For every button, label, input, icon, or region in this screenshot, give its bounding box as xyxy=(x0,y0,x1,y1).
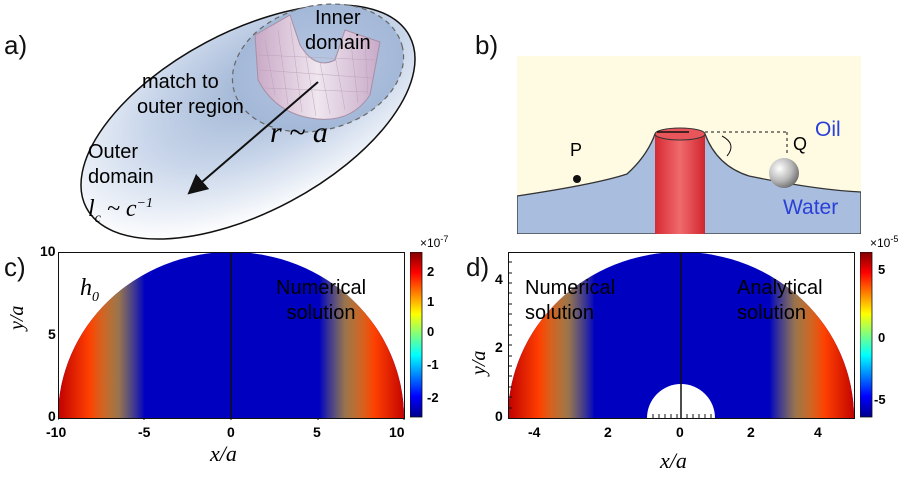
panel-c-numerical: Numerical solution xyxy=(276,277,367,324)
panel-c-xtick-2: -5 xyxy=(138,424,151,440)
label-p: P xyxy=(570,140,583,160)
panel-c-ytick-0: 0 xyxy=(48,408,56,424)
panel-c-ylabel: y/a xyxy=(6,305,28,330)
panel-d-cbtick-2: 0 xyxy=(878,330,886,345)
panel-c-xtick-3: 0 xyxy=(227,424,235,440)
label-oil: Oil xyxy=(815,118,841,141)
cylinder xyxy=(655,134,705,234)
panel-d-ylabel: y/a xyxy=(468,350,490,375)
panel-a-diagram xyxy=(80,3,416,240)
panel-b-label: b) xyxy=(475,30,499,60)
panel-c-xtick-1: -10 xyxy=(46,424,67,440)
panel-d-plot xyxy=(508,252,855,419)
panel-c-ytick-10: 10 xyxy=(40,243,56,259)
panel-c-plot xyxy=(58,252,405,420)
panel-d-xlabel: x/a xyxy=(660,448,687,473)
label-q: Q xyxy=(793,134,808,154)
panel-c-cbtick-1: 2 xyxy=(427,264,435,279)
panel-c-cbtick-2: 1 xyxy=(427,294,435,309)
panel-c-colorbar-exp: ×10-7 xyxy=(420,234,449,250)
panel-d-xtick-2: 2 xyxy=(604,424,612,440)
panel-c-label: c) xyxy=(4,252,26,282)
panel-d-ytick-0: 0 xyxy=(495,408,503,424)
panel-d-ytick-2: 2 xyxy=(495,339,503,355)
r-sim-a: r ~ a xyxy=(270,116,328,149)
panel-c-colorbar xyxy=(410,252,423,418)
panel-d-xtick-5: 4 xyxy=(814,424,822,440)
panel-d-ytick-4: 4 xyxy=(495,271,503,287)
panel-d-xtick-1: -4 xyxy=(528,424,541,440)
panel-d-cbtick-3: -5 xyxy=(874,392,886,407)
panel-b-diagram xyxy=(517,56,861,234)
panel-c-xtick-5: 10 xyxy=(389,424,405,440)
panel-d-xtick-4: 2 xyxy=(747,424,755,440)
match-arrow xyxy=(187,81,319,195)
particle-q xyxy=(769,158,799,188)
point-p xyxy=(573,175,581,183)
panel-c-cbtick-3: 0 xyxy=(427,324,435,339)
panel-c-cbtick-4: -1 xyxy=(427,357,439,372)
label-water: Water xyxy=(783,196,839,219)
panel-c-ytick-5: 5 xyxy=(48,326,56,342)
panel-c-h0: h0 xyxy=(80,275,99,305)
panel-c-xtick-4: 5 xyxy=(313,424,321,440)
match-outer-text: match to outer region xyxy=(137,71,244,118)
panel-d-label: d) xyxy=(466,252,490,282)
outer-domain-text: Outer domain xyxy=(88,141,154,188)
panel-c-xlabel: x/a xyxy=(210,441,237,466)
panel-d-colorbar xyxy=(860,252,873,418)
inner-domain-text: Inner domain xyxy=(305,7,371,54)
panel-a-label: a) xyxy=(4,30,28,60)
lc-formula: lc ~ c−1 xyxy=(88,196,153,226)
panel-d-colorbar-exp: ×10-5 xyxy=(870,234,899,250)
panel-d-numerical: Numerical solution xyxy=(525,277,616,324)
panel-d-analytical: Analytical solution xyxy=(737,277,823,324)
panel-d-cbtick-1: 5 xyxy=(878,262,886,277)
panel-d-xtick-3: 0 xyxy=(676,424,684,440)
panel-c-cbtick-5: -2 xyxy=(427,390,439,405)
